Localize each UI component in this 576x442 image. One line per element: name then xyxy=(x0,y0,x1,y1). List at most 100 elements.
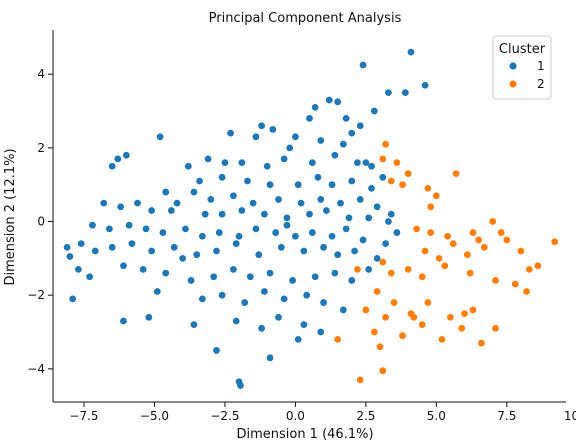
data-point-cluster-1 xyxy=(261,210,268,218)
data-point-cluster-1 xyxy=(190,188,198,196)
x-tick-label: 2.5 xyxy=(356,409,375,423)
data-point-cluster-1 xyxy=(345,214,353,222)
data-point-cluster-1 xyxy=(379,173,387,181)
legend: Cluster 12 xyxy=(492,35,552,100)
data-point-cluster-2 xyxy=(379,155,387,163)
data-point-cluster-2 xyxy=(551,238,559,246)
data-point-cluster-1 xyxy=(320,299,327,306)
data-point-cluster-1 xyxy=(241,299,249,306)
data-point-cluster-2 xyxy=(492,324,499,332)
data-point-cluster-2 xyxy=(466,269,474,277)
data-point-cluster-1 xyxy=(300,247,308,255)
data-point-cluster-2 xyxy=(382,313,390,321)
data-point-cluster-1 xyxy=(300,321,308,329)
data-point-cluster-2 xyxy=(382,140,390,148)
data-point-cluster-1 xyxy=(275,196,282,203)
data-point-cluster-1 xyxy=(368,184,375,192)
series-2 xyxy=(334,140,559,384)
data-point-cluster-1 xyxy=(122,151,130,159)
data-point-cluster-1 xyxy=(280,295,288,303)
data-point-cluster-1 xyxy=(100,199,108,207)
data-point-cluster-1 xyxy=(339,306,347,314)
data-point-cluster-1 xyxy=(227,129,234,137)
data-point-cluster-2 xyxy=(511,280,519,288)
data-point-cluster-1 xyxy=(244,177,251,185)
data-point-cluster-1 xyxy=(348,177,356,185)
data-point-cluster-1 xyxy=(232,317,240,325)
data-point-cluster-1 xyxy=(325,96,333,104)
data-point-cluster-1 xyxy=(105,225,113,233)
data-point-cluster-1 xyxy=(317,196,325,203)
data-point-cluster-1 xyxy=(263,162,271,170)
data-point-cluster-1 xyxy=(114,155,122,163)
data-point-cluster-1 xyxy=(320,243,327,251)
data-point-cluster-1 xyxy=(235,232,243,240)
data-point-cluster-1 xyxy=(306,114,313,122)
data-point-cluster-1 xyxy=(63,243,71,251)
series-1 xyxy=(63,48,429,389)
data-point-cluster-1 xyxy=(255,251,263,259)
data-point-cluster-2 xyxy=(379,367,387,375)
data-point-cluster-1 xyxy=(356,122,364,130)
data-point-cluster-1 xyxy=(348,129,356,137)
data-point-cluster-2 xyxy=(475,236,483,244)
y-axis-label: Dimension 2 (12.1%) xyxy=(3,148,18,285)
data-point-cluster-1 xyxy=(215,229,223,236)
data-point-cluster-2 xyxy=(463,251,471,259)
data-point-cluster-1 xyxy=(193,251,201,259)
data-point-cluster-2 xyxy=(373,288,381,295)
data-point-cluster-1 xyxy=(421,81,429,89)
data-point-cluster-1 xyxy=(204,155,212,163)
data-point-cluster-2 xyxy=(387,177,395,185)
data-point-cluster-2 xyxy=(404,266,412,273)
data-point-cluster-2 xyxy=(379,258,387,266)
data-point-cluster-1 xyxy=(311,273,319,281)
data-point-cluster-1 xyxy=(218,291,226,299)
data-point-cluster-1 xyxy=(201,210,209,218)
data-point-cluster-1 xyxy=(117,203,125,211)
y-tick-label: 4 xyxy=(37,67,45,81)
data-point-cluster-1 xyxy=(91,247,99,255)
data-point-cluster-1 xyxy=(170,243,178,251)
data-point-cluster-1 xyxy=(368,162,375,170)
data-point-cluster-2 xyxy=(525,266,533,273)
axes xyxy=(52,30,566,403)
data-point-cluster-2 xyxy=(469,229,477,236)
data-point-cluster-2 xyxy=(438,335,446,343)
data-point-cluster-2 xyxy=(461,310,468,318)
data-point-cluster-2 xyxy=(362,306,370,314)
legend-marker-2 xyxy=(509,80,517,88)
data-point-cluster-1 xyxy=(294,181,302,189)
data-point-cluster-2 xyxy=(356,376,364,384)
data-point-cluster-1 xyxy=(362,159,370,166)
data-point-cluster-1 xyxy=(120,317,127,325)
data-point-cluster-2 xyxy=(399,181,406,189)
data-point-cluster-1 xyxy=(179,254,187,262)
data-point-cluster-1 xyxy=(258,324,265,332)
data-point-cluster-1 xyxy=(86,273,94,281)
data-point-cluster-2 xyxy=(517,247,525,255)
data-point-cluster-1 xyxy=(317,137,325,144)
data-point-cluster-2 xyxy=(354,266,361,273)
data-point-cluster-2 xyxy=(427,203,435,211)
data-point-cluster-1 xyxy=(387,210,395,218)
data-point-cluster-1 xyxy=(277,243,285,251)
data-point-cluster-1 xyxy=(237,382,244,389)
data-point-cluster-1 xyxy=(153,288,161,295)
data-point-cluster-1 xyxy=(266,269,274,277)
data-point-cluster-2 xyxy=(444,232,452,240)
x-tick-label: 0.0 xyxy=(286,409,305,423)
data-point-cluster-1 xyxy=(148,207,156,214)
data-point-cluster-1 xyxy=(348,277,356,284)
data-point-cluster-1 xyxy=(266,181,274,189)
data-point-cluster-1 xyxy=(108,243,116,251)
data-point-cluster-1 xyxy=(331,269,339,277)
data-point-cluster-1 xyxy=(308,229,316,236)
data-point-cluster-1 xyxy=(292,232,299,240)
data-point-cluster-1 xyxy=(292,133,299,141)
data-point-cluster-1 xyxy=(156,133,164,141)
data-point-cluster-1 xyxy=(289,277,296,284)
y-tick-label: 0 xyxy=(37,215,45,229)
data-point-cluster-2 xyxy=(492,277,499,284)
